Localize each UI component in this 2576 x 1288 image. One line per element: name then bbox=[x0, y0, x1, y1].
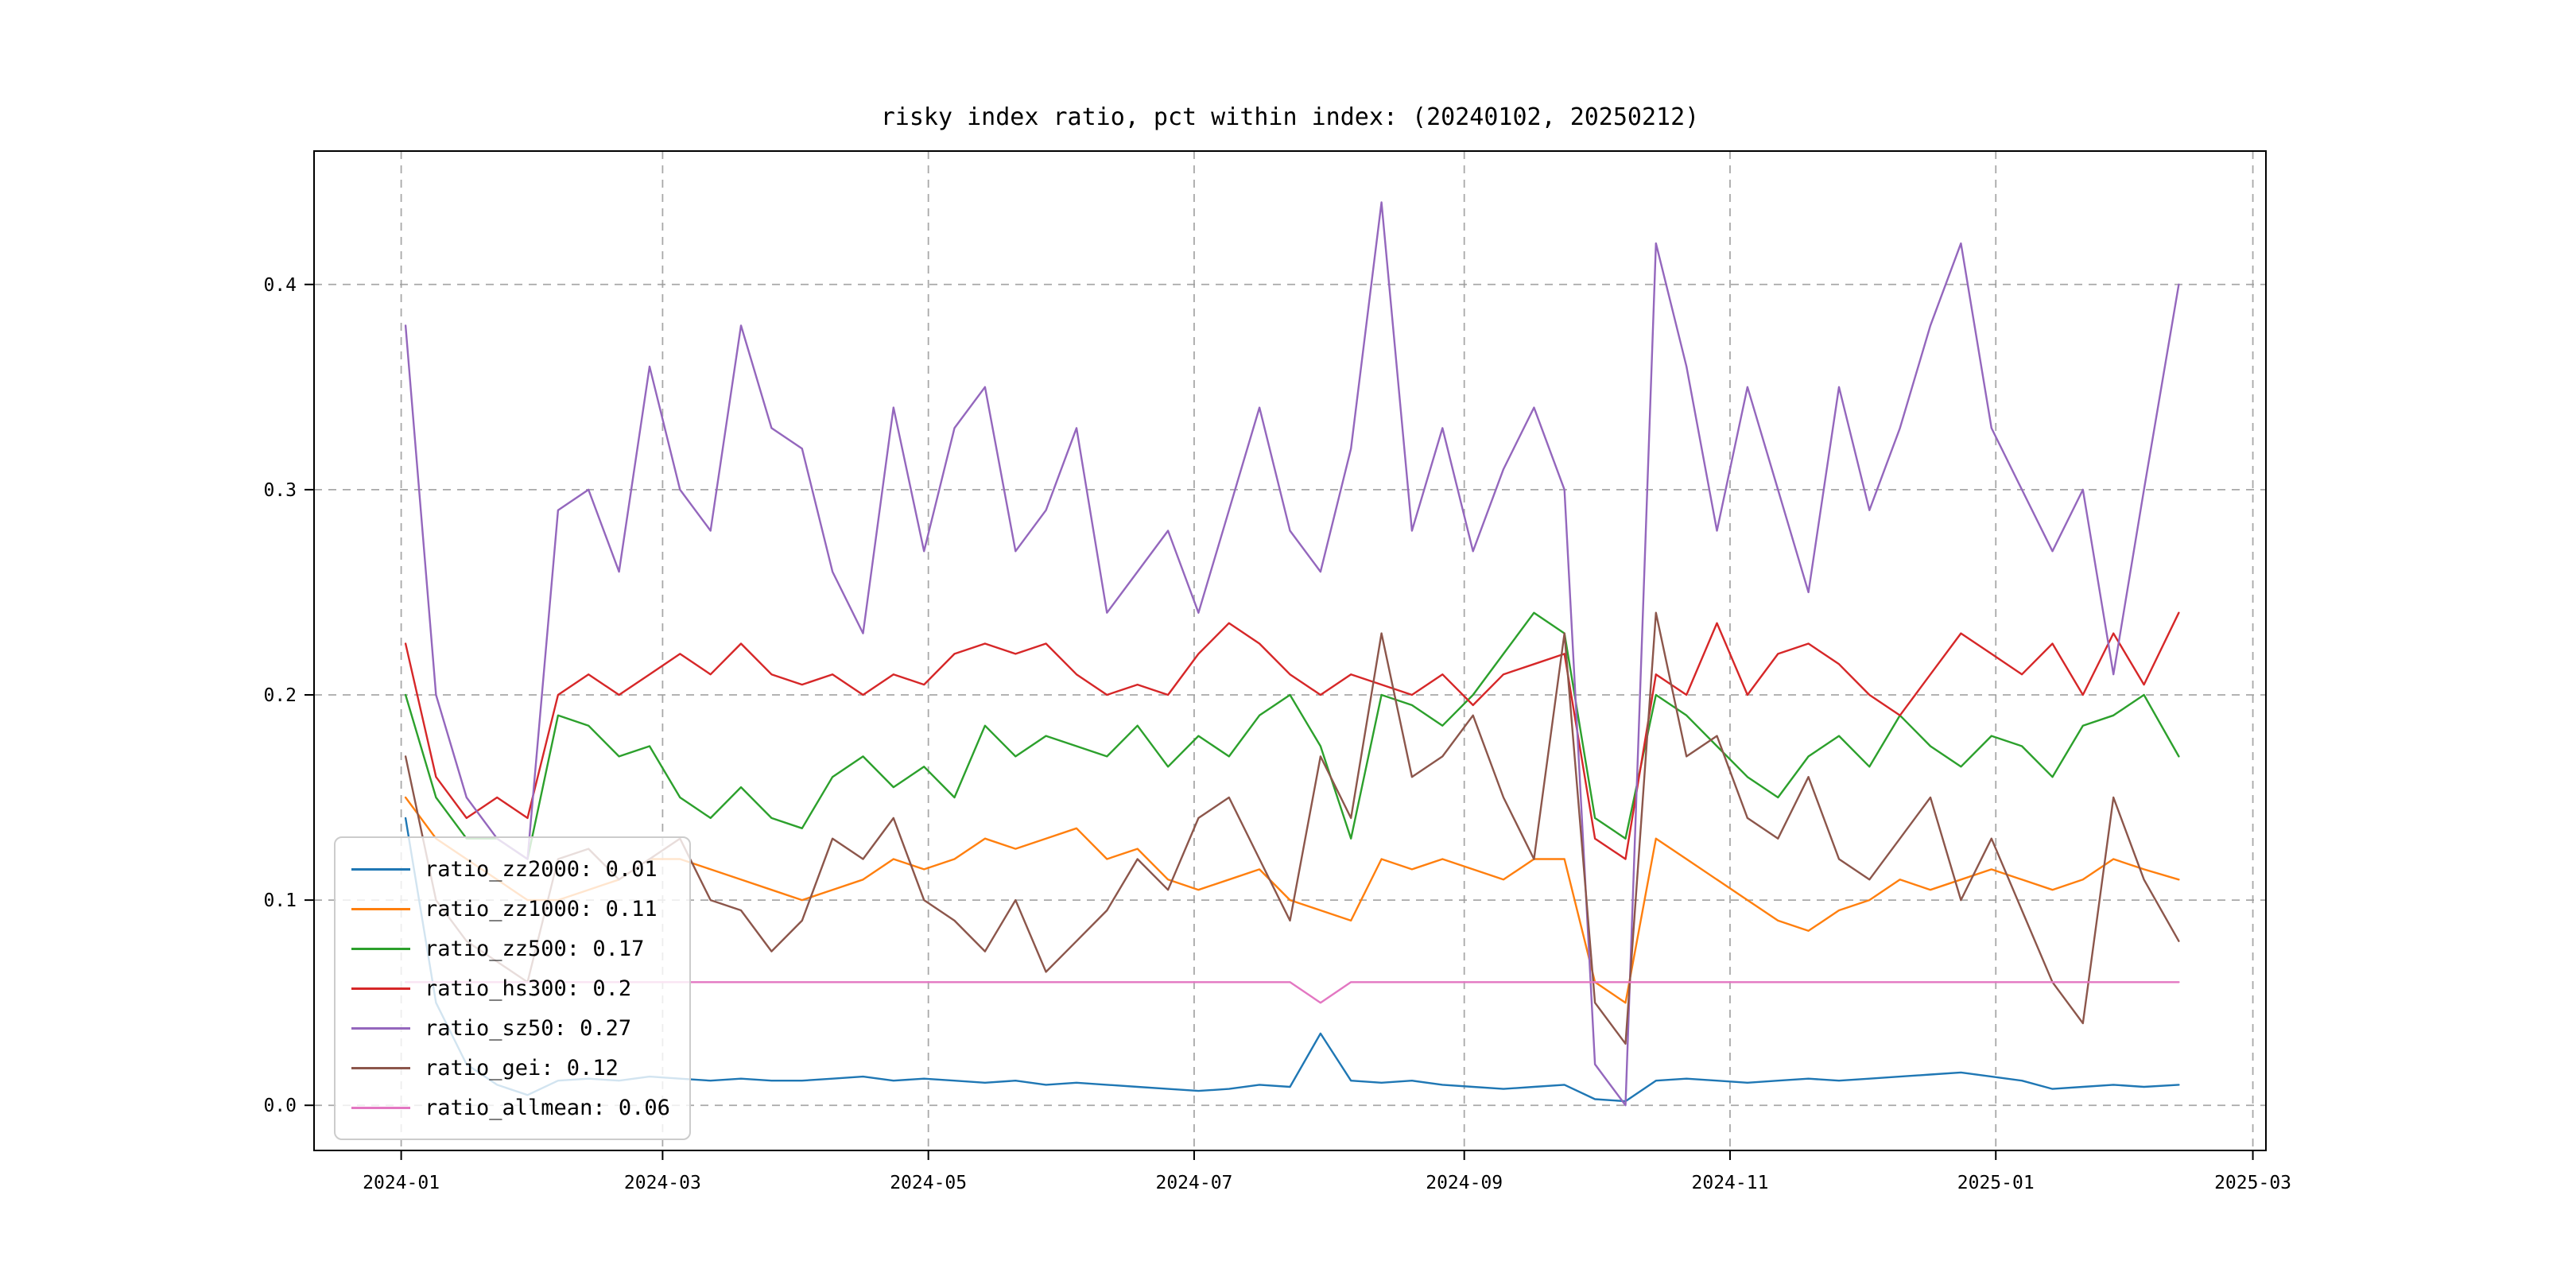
legend-line-sample bbox=[351, 1106, 410, 1109]
legend: ratio_zz2000: 0.01 ratio_zz1000: 0.11 rati… bbox=[334, 836, 691, 1140]
series-line-ratio_sz50 bbox=[404, 201, 2180, 1107]
legend-item: ratio_allmean: 0.06 bbox=[351, 1088, 670, 1127]
chart-title: risky index ratio, pct within index: (20… bbox=[880, 103, 1700, 131]
legend-label: ratio_hs300: 0.2 bbox=[425, 976, 632, 1001]
legend-label: ratio_zz2000: 0.01 bbox=[425, 856, 658, 882]
y-tick-label: 0.4 bbox=[263, 275, 297, 296]
legend-line-sample bbox=[351, 947, 410, 950]
legend-item: ratio_sz50: 0.27 bbox=[351, 1008, 670, 1048]
x-tick-label: 2024-03 bbox=[624, 1173, 701, 1193]
legend-label: ratio_gei: 0.12 bbox=[425, 1055, 619, 1080]
plot-frame bbox=[313, 150, 2267, 1151]
series-line-ratio_gei bbox=[404, 611, 2180, 1046]
series-line-ratio_zz2000 bbox=[404, 817, 2180, 1103]
y-tick-label: 0.3 bbox=[263, 480, 297, 501]
legend-line-sample bbox=[351, 987, 410, 990]
y-tick-label: 0.0 bbox=[263, 1096, 297, 1116]
legend-item: ratio_hs300: 0.2 bbox=[351, 968, 670, 1008]
x-tick-label: 2025-01 bbox=[1957, 1173, 2035, 1193]
legend-item: ratio_gei: 0.12 bbox=[351, 1048, 670, 1088]
legend-line-sample bbox=[351, 907, 410, 910]
legend-line-sample bbox=[351, 1066, 410, 1069]
series-line-ratio_allmean bbox=[404, 981, 2180, 1004]
legend-label: ratio_sz50: 0.27 bbox=[425, 1015, 632, 1041]
y-tick-label: 0.2 bbox=[263, 685, 297, 706]
legend-label: ratio_zz500: 0.17 bbox=[425, 936, 645, 961]
series-line-ratio_hs300 bbox=[404, 611, 2180, 860]
x-tick-label: 2024-11 bbox=[1692, 1173, 1769, 1193]
legend-line-sample bbox=[351, 867, 410, 871]
series-line-ratio_zz1000 bbox=[404, 796, 2180, 1004]
x-tick-label: 2025-03 bbox=[2214, 1173, 2291, 1193]
x-tick-label: 2024-07 bbox=[1155, 1173, 1232, 1193]
x-tick-label: 2024-05 bbox=[890, 1173, 967, 1193]
y-tick-label: 0.1 bbox=[263, 890, 297, 911]
legend-label: ratio_zz1000: 0.11 bbox=[425, 896, 658, 921]
legend-item: ratio_zz2000: 0.01 bbox=[351, 849, 670, 889]
x-tick-label: 2024-01 bbox=[363, 1173, 440, 1193]
legend-item: ratio_zz500: 0.17 bbox=[351, 929, 670, 968]
series-line-ratio_zz500 bbox=[404, 611, 2180, 860]
x-tick-label: 2024-09 bbox=[1426, 1173, 1503, 1193]
legend-line-sample bbox=[351, 1026, 410, 1030]
legend-item: ratio_zz1000: 0.11 bbox=[351, 889, 670, 929]
legend-label: ratio_allmean: 0.06 bbox=[425, 1095, 670, 1120]
